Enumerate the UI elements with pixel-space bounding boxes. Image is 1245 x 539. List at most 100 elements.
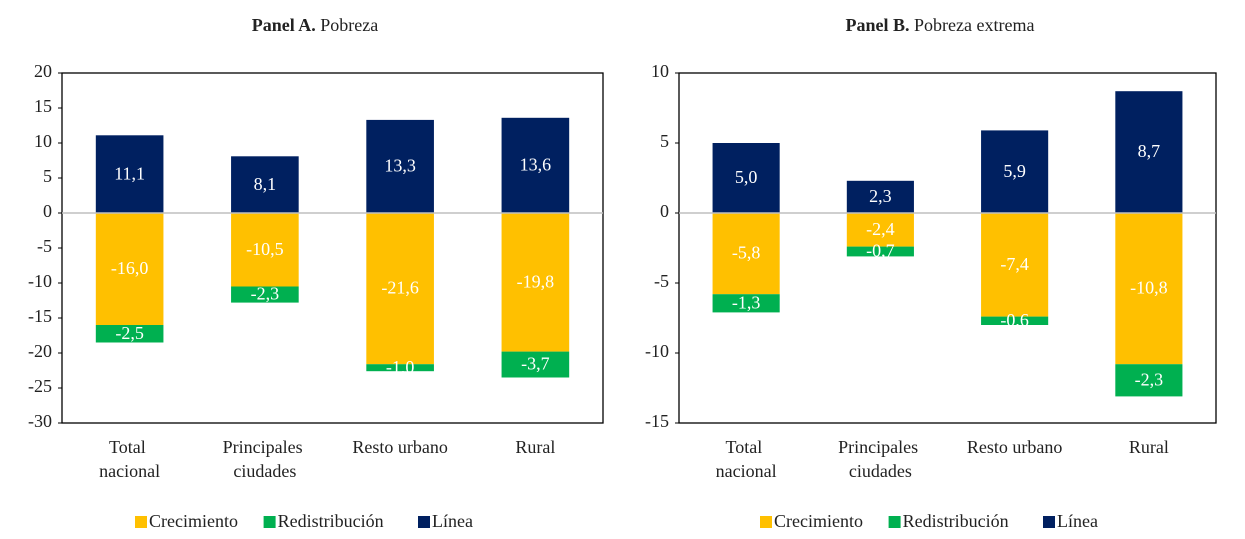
legend-label: Línea — [1057, 511, 1098, 531]
value-label: -2,4 — [866, 219, 895, 239]
bar-segment — [1115, 364, 1183, 397]
x-tick-label: Principales ciudades — [223, 437, 307, 481]
y-tick-label: -10 — [28, 271, 52, 291]
x-tick-label: Resto urbano — [352, 437, 447, 457]
value-label: -5,8 — [732, 243, 761, 263]
y-tick-label: 20 — [34, 61, 52, 81]
value-label: -0,7 — [866, 241, 895, 261]
x-tick-label: Rural — [1129, 437, 1169, 457]
x-tick-label: Resto urbano — [967, 437, 1062, 457]
x-tick-line: Rural — [515, 437, 555, 457]
bar-segment — [981, 130, 1049, 213]
legend-swatch — [263, 516, 276, 528]
x-tick-line: ciudades — [849, 461, 912, 481]
legend-label: Redistribución — [278, 511, 384, 531]
value-label: -10,5 — [246, 239, 284, 259]
bar-segment — [1115, 91, 1183, 213]
bar-segment — [712, 213, 780, 295]
y-tick-label: 10 — [34, 131, 52, 151]
x-tick-line: nacional — [99, 461, 160, 481]
legend-swatch — [760, 516, 772, 528]
y-tick-label: -15 — [645, 411, 669, 431]
x-tick-line: nacional — [716, 461, 777, 481]
y-tick-label: 5 — [660, 131, 669, 151]
value-label: -2,3 — [1135, 369, 1164, 389]
x-tick-line: ciudades — [233, 461, 296, 481]
value-label: -1,3 — [732, 292, 761, 312]
bar-segment — [366, 364, 434, 372]
bar-segment — [712, 294, 780, 313]
y-tick-label: 10 — [651, 61, 669, 81]
x-tick-line: Principales — [223, 437, 307, 457]
bar-segment — [501, 117, 570, 213]
value-label: -21,6 — [381, 278, 419, 298]
y-tick-label: -5 — [654, 271, 669, 291]
x-tick-line: Resto urbano — [352, 437, 447, 457]
bar-segment — [846, 180, 914, 213]
value-label: -10,8 — [1130, 278, 1168, 298]
legend-swatch — [1043, 516, 1055, 528]
value-label: -19,8 — [517, 271, 555, 291]
x-tick-label: Principales ciudades — [838, 437, 922, 481]
legend-swatch — [418, 516, 430, 528]
title-text: Pobreza — [320, 15, 378, 35]
value-label: 5,0 — [735, 167, 758, 187]
legend-swatch — [888, 516, 901, 528]
value-label: 13,6 — [520, 155, 552, 175]
y-tick-label: -5 — [37, 236, 52, 256]
value-label: 8,1 — [254, 174, 277, 194]
bar-segment — [846, 213, 914, 247]
value-label: -1,0 — [386, 357, 415, 377]
bar-segment — [95, 135, 164, 213]
value-label: 5,9 — [1003, 161, 1026, 181]
panel-label: Panel B. — [846, 15, 910, 35]
value-label: -2,3 — [251, 284, 280, 304]
y-tick-label: -30 — [28, 411, 52, 431]
y-tick-label: 0 — [660, 201, 669, 221]
x-tick-label: Total nacional — [716, 437, 777, 481]
bar-segment — [366, 213, 434, 365]
bar-segment — [231, 213, 299, 287]
title-text: Pobreza extrema — [914, 15, 1034, 35]
bar-segment — [366, 119, 434, 213]
x-tick-line: Resto urbano — [967, 437, 1062, 457]
plot-frame — [678, 72, 1217, 424]
value-label: 2,3 — [869, 186, 892, 206]
bar-segment — [501, 351, 570, 378]
legend-label: Crecimiento — [149, 511, 238, 531]
x-tick-line: Rural — [1129, 437, 1169, 457]
legend-label: Crecimiento — [774, 511, 863, 531]
bar-segment — [846, 246, 914, 257]
chart-title: Panel A. Pobreza — [252, 15, 379, 35]
bar-segment — [95, 213, 164, 325]
x-tick-line: Total — [109, 437, 150, 457]
y-tick-label: -10 — [645, 341, 669, 361]
plot-frame — [61, 72, 604, 424]
bar-segment — [231, 286, 299, 303]
y-tick-label: -15 — [28, 306, 52, 326]
bar-segment — [501, 213, 570, 352]
value-label: -2,5 — [115, 323, 144, 343]
value-label: 13,3 — [384, 156, 416, 176]
bar-segment — [231, 156, 299, 213]
panel-label: Panel A. — [252, 15, 316, 35]
legend-label: Redistribución — [903, 511, 1009, 531]
value-label: 8,7 — [1138, 141, 1161, 161]
value-label: -7,4 — [1000, 254, 1029, 274]
bar-segment — [712, 143, 780, 213]
y-tick-label: 0 — [43, 201, 52, 221]
value-label: 11,1 — [114, 163, 145, 183]
legend-label: Línea — [432, 511, 473, 531]
bar-segment — [981, 316, 1049, 325]
x-tick-label: Rural — [515, 437, 555, 457]
value-label: -3,7 — [521, 354, 550, 374]
x-tick-line: Total — [726, 437, 767, 457]
value-label: -16,0 — [111, 258, 149, 278]
chart-title: Panel B. Pobreza extrema — [846, 15, 1035, 35]
legend-swatch — [135, 516, 147, 528]
x-tick-label: Total nacional — [99, 437, 160, 481]
y-tick-label: -20 — [28, 341, 52, 361]
value-label: -0,6 — [1000, 310, 1029, 330]
